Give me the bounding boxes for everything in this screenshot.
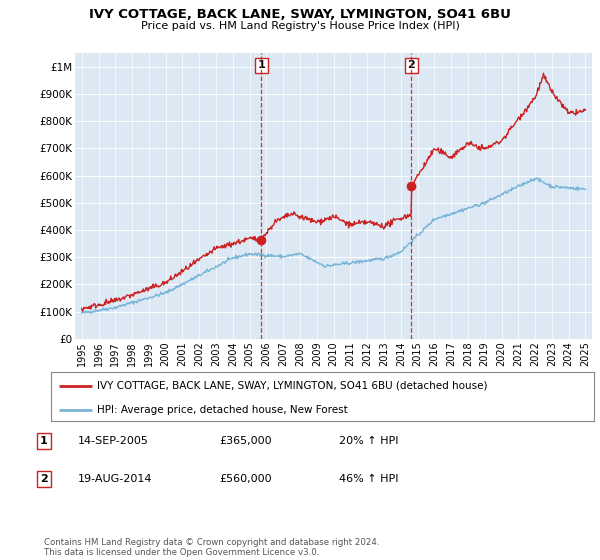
- Text: 2: 2: [407, 60, 415, 71]
- Text: 19-AUG-2014: 19-AUG-2014: [78, 474, 152, 484]
- Text: 1: 1: [40, 436, 47, 446]
- Text: 1: 1: [257, 60, 265, 71]
- Text: 20% ↑ HPI: 20% ↑ HPI: [339, 436, 398, 446]
- Text: Contains HM Land Registry data © Crown copyright and database right 2024.
This d: Contains HM Land Registry data © Crown c…: [44, 538, 379, 557]
- Text: 14-SEP-2005: 14-SEP-2005: [78, 436, 149, 446]
- Text: IVY COTTAGE, BACK LANE, SWAY, LYMINGTON, SO41 6BU (detached house): IVY COTTAGE, BACK LANE, SWAY, LYMINGTON,…: [97, 381, 488, 391]
- Text: Price paid vs. HM Land Registry's House Price Index (HPI): Price paid vs. HM Land Registry's House …: [140, 21, 460, 31]
- Text: IVY COTTAGE, BACK LANE, SWAY, LYMINGTON, SO41 6BU: IVY COTTAGE, BACK LANE, SWAY, LYMINGTON,…: [89, 8, 511, 21]
- Text: £560,000: £560,000: [219, 474, 272, 484]
- Text: £365,000: £365,000: [219, 436, 272, 446]
- Text: HPI: Average price, detached house, New Forest: HPI: Average price, detached house, New …: [97, 405, 348, 416]
- Text: 46% ↑ HPI: 46% ↑ HPI: [339, 474, 398, 484]
- Text: 2: 2: [40, 474, 47, 484]
